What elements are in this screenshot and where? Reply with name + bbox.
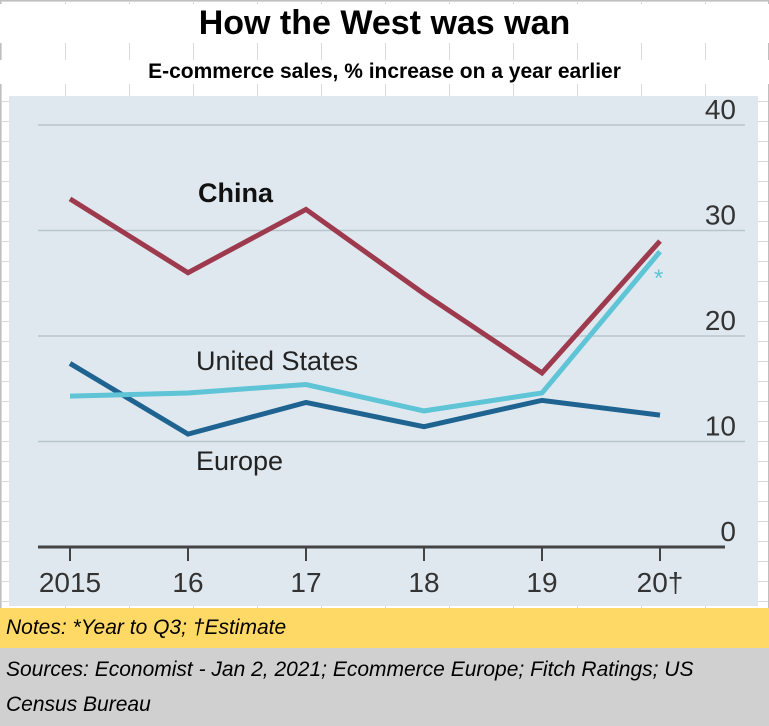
y-tick-label: 0 (720, 516, 736, 547)
series-label-china: China (198, 178, 274, 208)
x-tick-label: 18 (408, 567, 439, 598)
x-tick-label: 2015 (39, 567, 101, 598)
y-tick-label: 20 (705, 305, 736, 336)
x-tick-label: 16 (172, 567, 203, 598)
series-labels: China United States Europe * (196, 178, 663, 476)
x-tick-label: 20† (637, 567, 684, 598)
chart-subtitle: E-commerce sales, % increase on a year e… (0, 60, 769, 84)
chart-title: How the West was wan (0, 4, 769, 43)
x-axis: 2015 16 17 18 19 20† (38, 545, 725, 598)
asterisk-annotation: * (654, 265, 663, 292)
x-tick-label: 19 (526, 567, 557, 598)
series-line-europe (68, 361, 661, 437)
series-label-europe: Europe (196, 446, 283, 476)
series-line-china (68, 196, 662, 377)
notes-bar: Notes: *Year to Q3; †Estimate (0, 608, 769, 648)
y-tick-label: 40 (705, 94, 736, 125)
series-line-united-states (69, 249, 662, 414)
plot-area (9, 96, 758, 606)
series-lines (68, 196, 662, 437)
y-axis-labels: 0 10 20 30 40 (705, 94, 736, 547)
x-tick-label: 17 (290, 567, 321, 598)
y-tick-label: 30 (705, 200, 736, 231)
series-label-united-states: United States (196, 346, 358, 376)
gridlines (38, 124, 745, 443)
sources-bar: Sources: Economist - Jan 2, 2021; Ecomme… (0, 648, 769, 726)
y-tick-label: 10 (705, 411, 736, 442)
line-chart: 2015 16 17 18 19 20† 0 10 20 30 40 China United S… (38, 94, 745, 598)
